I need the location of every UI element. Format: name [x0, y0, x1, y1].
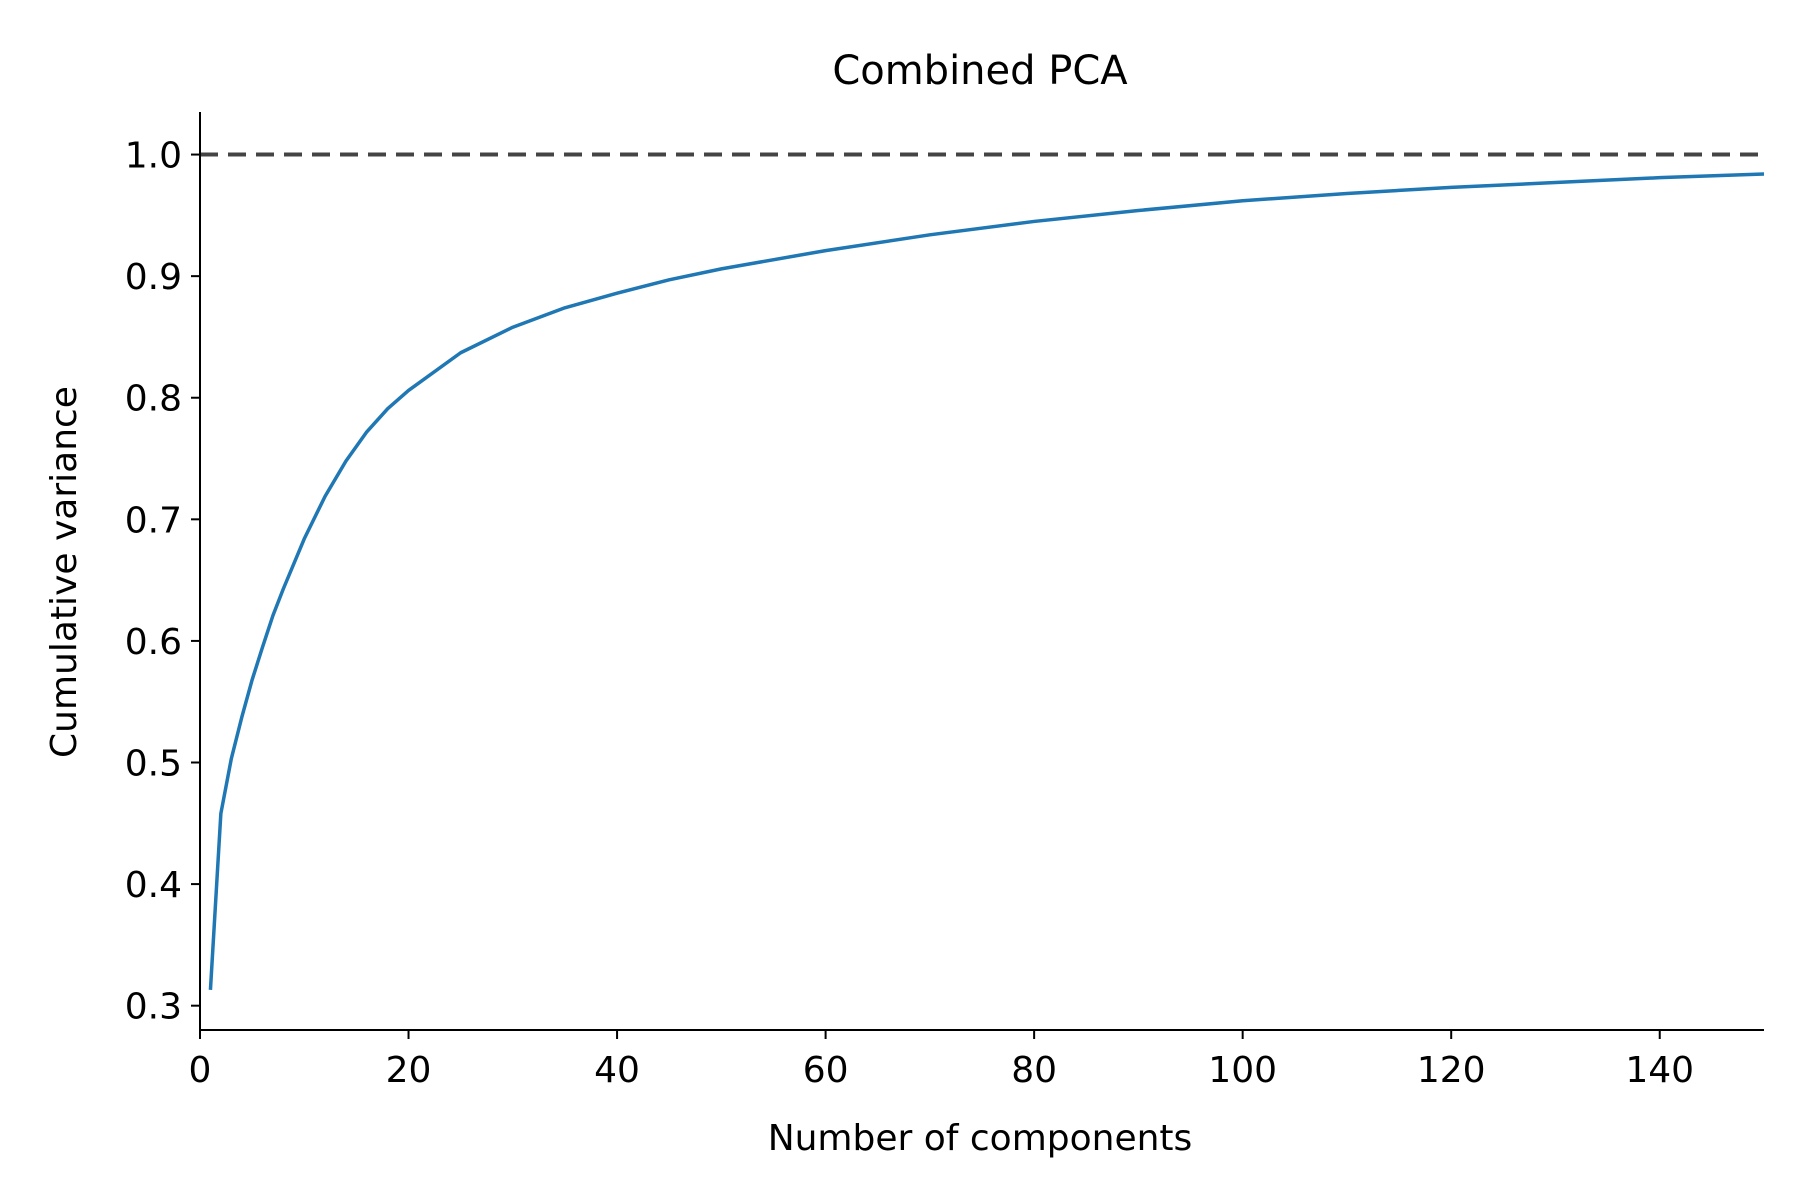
- y-ticks: 0.3 0.4 0.5 0.6 0.7 0.8 0.9 1.0: [125, 136, 200, 1028]
- x-tick-label: 60: [803, 1050, 849, 1091]
- x-tick-label: 100: [1208, 1050, 1277, 1091]
- axes: [199, 112, 1764, 1031]
- y-axis-label: Cumulative variance: [44, 386, 85, 758]
- y-tick-label: 0.5: [125, 744, 182, 785]
- cumulative-variance-line: [208, 172, 1765, 990]
- y-tick-label: 0.7: [125, 500, 182, 541]
- y-tick-label: 0.4: [125, 865, 182, 906]
- x-tick-label: 20: [386, 1050, 432, 1091]
- y-tick-label: 0.8: [125, 379, 182, 420]
- x-tick-label: 80: [1011, 1050, 1057, 1091]
- x-ticks: 0 20 40 60 80 100 120 140: [189, 1030, 1694, 1091]
- x-tick-label: 40: [594, 1050, 640, 1091]
- y-tick-label: 0.3: [125, 987, 182, 1028]
- y-tick-label: 1.0: [125, 136, 182, 177]
- x-tick-label: 140: [1625, 1050, 1694, 1091]
- y-tick-label: 0.6: [125, 622, 182, 663]
- x-axis-label: Number of components: [768, 1118, 1193, 1159]
- x-tick-label: 120: [1417, 1050, 1486, 1091]
- plot-area: [200, 152, 1765, 990]
- y-tick-label: 0.9: [125, 257, 182, 298]
- chart-title: Combined PCA: [832, 48, 1128, 94]
- x-tick-label: 0: [189, 1050, 212, 1091]
